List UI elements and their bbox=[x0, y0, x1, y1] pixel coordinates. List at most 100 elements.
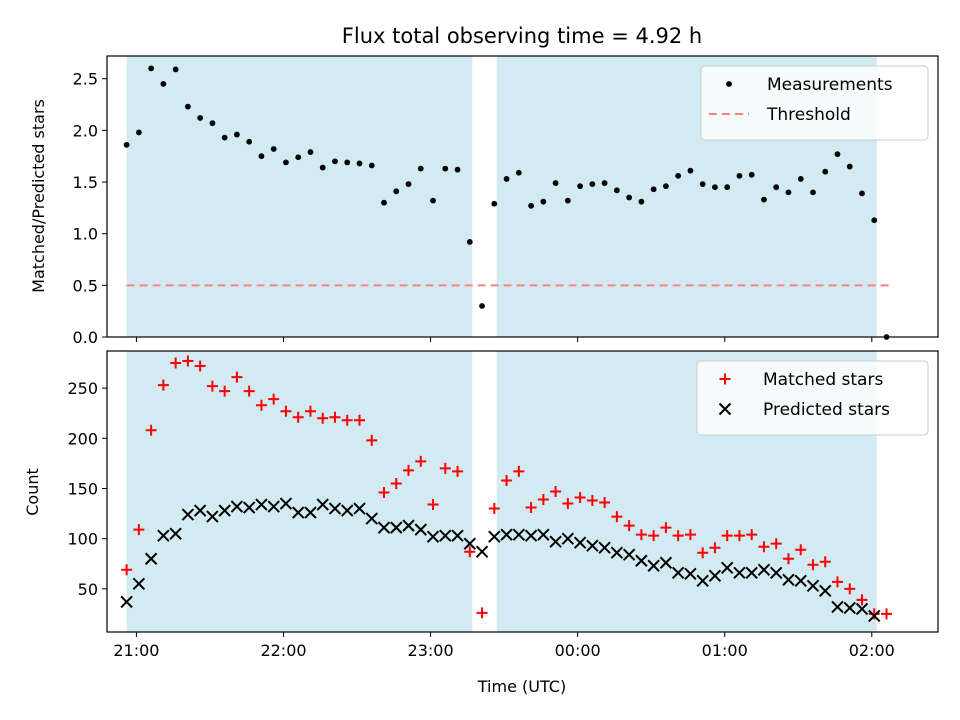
matched-stars-point bbox=[758, 541, 770, 553]
predicted-stars-point bbox=[451, 529, 464, 542]
matched-stars-point bbox=[513, 465, 525, 477]
matched-stars-point bbox=[537, 494, 549, 506]
predicted-stars-point bbox=[439, 529, 452, 542]
predicted-stars-point bbox=[549, 535, 562, 548]
predicted-stars-point bbox=[291, 506, 305, 519]
observing-interval-band bbox=[126, 56, 473, 337]
matched-stars-point bbox=[831, 576, 843, 588]
matched-stars-point bbox=[439, 462, 451, 474]
predicted-stars-point bbox=[144, 552, 158, 565]
measurement-point bbox=[613, 187, 620, 194]
matched-stars-point bbox=[170, 357, 182, 369]
predicted-stars-point bbox=[279, 497, 293, 510]
measurement-point bbox=[834, 151, 841, 158]
matched-stars-point bbox=[525, 502, 537, 514]
matched-stars-point bbox=[353, 414, 365, 426]
predicted-stars-point bbox=[377, 521, 391, 534]
matched-stars-point bbox=[243, 385, 255, 397]
measurement-point bbox=[687, 167, 694, 174]
measurement-point bbox=[184, 103, 191, 110]
matched-stars-point bbox=[121, 564, 133, 576]
matched-stars-point bbox=[292, 411, 304, 423]
y-tick-label: 0.0 bbox=[73, 328, 98, 347]
matched-stars-point bbox=[133, 524, 145, 536]
predicted-stars-point bbox=[537, 528, 550, 541]
matched-stars-point bbox=[611, 511, 623, 523]
measurement-point bbox=[699, 181, 706, 188]
measurement-point bbox=[295, 154, 302, 161]
matched-stars-point bbox=[231, 371, 243, 383]
predicted-stars-point bbox=[169, 527, 182, 540]
measurement-point bbox=[307, 149, 314, 155]
bottom-y-axis-label: Count bbox=[23, 468, 42, 516]
matched-stars-point bbox=[194, 360, 206, 372]
x-axis-label: Time (UTC) bbox=[477, 677, 566, 696]
measurement-point bbox=[234, 131, 240, 138]
predicted-stars-point bbox=[475, 545, 489, 558]
predicted-stars-point bbox=[255, 498, 268, 511]
predicted-stars-point bbox=[868, 609, 881, 623]
y-tick-label: 100 bbox=[67, 530, 98, 549]
measurement-point bbox=[246, 138, 253, 145]
matched-stars-point bbox=[255, 399, 267, 411]
measurement-point bbox=[209, 120, 216, 127]
matched-stars-point bbox=[795, 544, 807, 556]
measurement-point bbox=[638, 198, 645, 205]
measurement-point bbox=[172, 66, 179, 73]
matched-stars-point bbox=[182, 355, 194, 367]
measurement-point bbox=[736, 172, 743, 179]
predicted-stars-point bbox=[390, 521, 403, 534]
series-predicted-stars bbox=[120, 497, 881, 623]
measurement-point bbox=[123, 141, 130, 148]
matched-stars-point bbox=[378, 487, 390, 499]
predicted-stars-point bbox=[720, 561, 734, 574]
y-tick-label: 0.5 bbox=[73, 276, 98, 295]
y-tick-label: 1.0 bbox=[73, 225, 98, 244]
predicted-stars-point bbox=[328, 502, 342, 515]
measurement-point bbox=[761, 196, 767, 203]
measurement-point bbox=[197, 115, 204, 121]
measurement-point bbox=[503, 176, 510, 182]
predicted-stars-point bbox=[647, 559, 660, 572]
measurement-point bbox=[675, 172, 682, 179]
predicted-stars-point bbox=[193, 504, 207, 517]
matched-stars-point bbox=[635, 529, 647, 541]
predicted-stars-point bbox=[696, 574, 709, 588]
axes-frame bbox=[106, 55, 939, 338]
matched-stars-point bbox=[819, 556, 831, 568]
measurement-point bbox=[430, 197, 436, 204]
legend-label: Predicted stars bbox=[763, 400, 890, 420]
matched-stars-point bbox=[770, 538, 782, 550]
measurement-point bbox=[148, 65, 155, 72]
top-panel: 0.0 0.5 1.0 1.5 2.0 2.5 Measurements Threshold bbox=[73, 55, 939, 347]
matched-stars-point bbox=[488, 503, 500, 515]
predicted-stars-point bbox=[708, 569, 722, 583]
legend-label: Matched stars bbox=[763, 370, 883, 390]
matched-stars-point bbox=[623, 520, 635, 532]
measurement-point bbox=[577, 183, 584, 190]
matched-stars-point bbox=[782, 553, 794, 565]
measurement-point bbox=[221, 134, 228, 141]
predicted-stars-point bbox=[426, 530, 440, 543]
measurement-point bbox=[871, 217, 878, 224]
matched-stars-point bbox=[219, 385, 231, 397]
predicted-stars-point bbox=[230, 500, 244, 513]
matched-stars-point bbox=[856, 594, 868, 606]
predicted-stars-point bbox=[586, 539, 599, 552]
y-tick-label: 2.5 bbox=[73, 70, 98, 89]
matched-stars-point bbox=[476, 607, 488, 619]
matched-stars-point bbox=[304, 405, 316, 417]
predicted-stars-point bbox=[684, 567, 697, 581]
predicted-stars-point bbox=[794, 574, 807, 588]
measurement-point bbox=[589, 181, 596, 188]
measurement-point bbox=[601, 180, 608, 186]
matched-stars-point bbox=[145, 424, 157, 436]
matched-stars-point bbox=[206, 380, 218, 392]
measurement-point bbox=[540, 198, 547, 205]
predicted-stars-point bbox=[463, 537, 477, 550]
legend-label: Measurements bbox=[767, 75, 893, 95]
measurement-point bbox=[258, 153, 265, 160]
chart-title: Flux total observing time = 4.92 h bbox=[342, 24, 702, 48]
predicted-stars-point bbox=[757, 563, 771, 576]
